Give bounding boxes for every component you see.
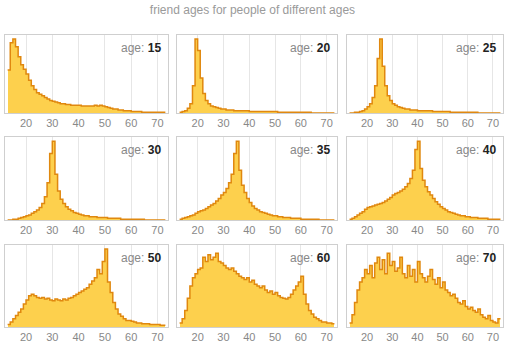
svg-text:40: 40: [72, 117, 84, 129]
svg-text:20: 20: [361, 117, 373, 129]
svg-text:60: 60: [295, 117, 307, 129]
svg-text:20: 20: [20, 224, 32, 236]
svg-text:age: 20: age: 20: [290, 41, 330, 55]
svg-text:20: 20: [192, 331, 204, 343]
svg-text:50: 50: [269, 117, 281, 129]
svg-text:age: 70: age: 70: [456, 251, 496, 265]
svg-text:60: 60: [295, 331, 307, 343]
svg-text:30: 30: [46, 117, 58, 129]
svg-text:30: 30: [46, 224, 58, 236]
svg-text:age: 50: age: 50: [121, 251, 161, 265]
svg-text:70: 70: [151, 331, 163, 343]
svg-text:40: 40: [72, 224, 84, 236]
svg-text:50: 50: [436, 224, 448, 236]
svg-text:50: 50: [99, 331, 111, 343]
svg-text:70: 70: [487, 331, 499, 343]
svg-text:60: 60: [462, 224, 474, 236]
svg-text:30: 30: [386, 117, 398, 129]
svg-text:50: 50: [269, 224, 281, 236]
svg-text:70: 70: [151, 224, 163, 236]
svg-text:40: 40: [243, 331, 255, 343]
svg-text:70: 70: [321, 331, 333, 343]
svg-text:30: 30: [46, 331, 58, 343]
svg-text:age: 30: age: 30: [121, 143, 161, 157]
svg-text:age: 60: age: 60: [290, 251, 330, 265]
svg-text:40: 40: [411, 224, 423, 236]
svg-text:70: 70: [321, 117, 333, 129]
svg-text:60: 60: [295, 224, 307, 236]
svg-text:50: 50: [99, 224, 111, 236]
svg-text:20: 20: [361, 224, 373, 236]
svg-text:age: 35: age: 35: [290, 143, 330, 157]
svg-text:friend ages for people of diff: friend ages for people of different ages: [150, 3, 355, 17]
svg-text:60: 60: [125, 331, 137, 343]
svg-text:50: 50: [436, 331, 448, 343]
svg-text:60: 60: [462, 117, 474, 129]
svg-text:30: 30: [217, 224, 229, 236]
svg-text:30: 30: [217, 117, 229, 129]
svg-text:70: 70: [151, 117, 163, 129]
svg-text:50: 50: [436, 117, 448, 129]
svg-text:70: 70: [487, 224, 499, 236]
svg-text:20: 20: [192, 224, 204, 236]
svg-text:70: 70: [487, 117, 499, 129]
svg-text:40: 40: [72, 331, 84, 343]
svg-text:50: 50: [99, 117, 111, 129]
svg-text:50: 50: [269, 331, 281, 343]
svg-text:age: 15: age: 15: [121, 41, 161, 55]
svg-text:20: 20: [361, 331, 373, 343]
svg-text:20: 20: [20, 117, 32, 129]
svg-text:40: 40: [411, 117, 423, 129]
svg-text:30: 30: [217, 331, 229, 343]
svg-text:60: 60: [462, 331, 474, 343]
svg-text:40: 40: [243, 224, 255, 236]
svg-text:30: 30: [386, 331, 398, 343]
svg-text:70: 70: [321, 224, 333, 236]
svg-text:20: 20: [192, 117, 204, 129]
svg-text:40: 40: [411, 331, 423, 343]
svg-text:20: 20: [20, 331, 32, 343]
svg-text:60: 60: [125, 117, 137, 129]
svg-text:age: 25: age: 25: [456, 41, 496, 55]
svg-text:age: 40: age: 40: [456, 143, 496, 157]
svg-text:40: 40: [243, 117, 255, 129]
svg-text:60: 60: [125, 224, 137, 236]
svg-text:30: 30: [386, 224, 398, 236]
